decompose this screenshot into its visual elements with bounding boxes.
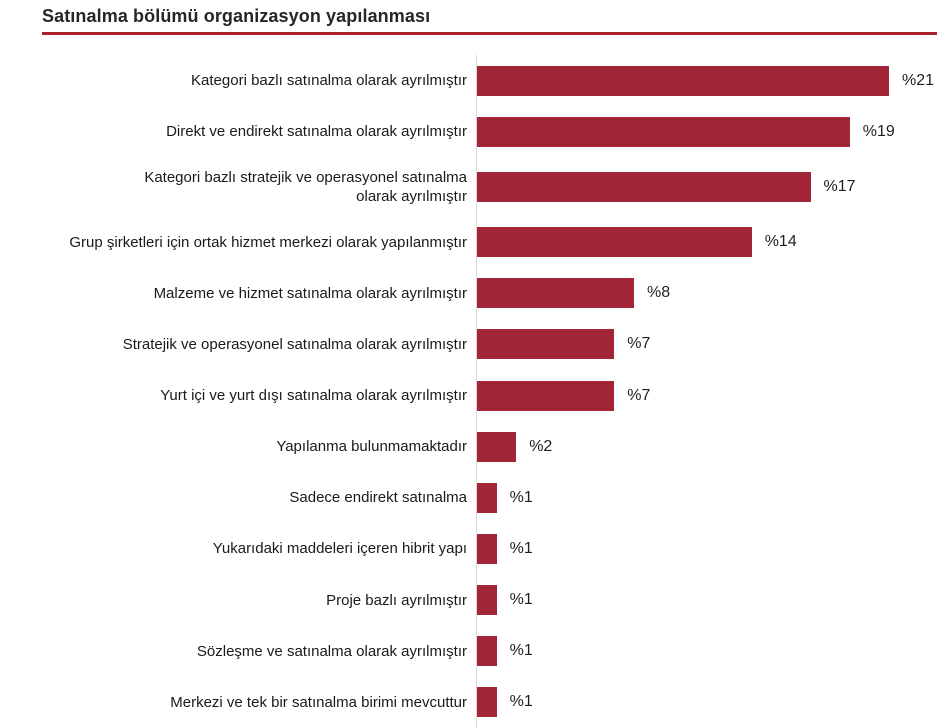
- bar: [477, 329, 615, 360]
- category-label: Yapılanma bulunmamaktadır: [276, 438, 467, 456]
- category-label: Direkt ve endirekt satınalma olarak ayrı…: [166, 123, 467, 141]
- value-label: %2: [529, 437, 553, 455]
- chart-row: Proje bazlı ayrılmıştır %1: [0, 575, 948, 626]
- category-label: Malzeme ve hizmet satınalma olarak ayrıl…: [153, 284, 467, 302]
- category-label: Stratejik ve operasyonel satınalma olara…: [122, 335, 467, 353]
- bar: [477, 533, 497, 564]
- value-label: %1: [509, 488, 533, 506]
- value-label: %7: [627, 335, 651, 353]
- bar-chart: Kategori bazlı satınalma olarak ayrılmış…: [0, 55, 948, 728]
- chart-header: Satınalma bölümü organizasyon yapılanmas…: [0, 0, 948, 35]
- value-label: %8: [647, 284, 671, 302]
- bar: [477, 227, 752, 258]
- page-title: Satınalma bölümü organizasyon yapılanmas…: [42, 6, 431, 26]
- value-label: %19: [862, 122, 895, 140]
- bar: [477, 171, 811, 202]
- bar: [477, 482, 497, 513]
- category-label: Merkezi ve tek bir satınalma birimi mevc…: [170, 693, 467, 711]
- title-underline-rule: [42, 32, 937, 35]
- chart-rows: Kategori bazlı satınalma olarak ayrılmış…: [0, 55, 948, 728]
- chart-row: Merkezi ve tek bir satınalma birimi mevc…: [0, 677, 948, 728]
- bar: [477, 116, 850, 147]
- bar: [477, 65, 889, 96]
- chart-row: Stratejik ve operasyonel satınalma olara…: [0, 319, 948, 370]
- value-label: %21: [902, 71, 935, 89]
- chart-row: Malzeme ve hizmet satınalma olarak ayrıl…: [0, 268, 948, 319]
- chart-row: Sözleşme ve satınalma olarak ayrılmıştır…: [0, 626, 948, 677]
- chart-row: Kategori bazlı stratejik ve operasyonel …: [0, 157, 948, 216]
- bar: [477, 687, 497, 718]
- y-axis-line: [476, 55, 477, 728]
- category-label: Sadece endirekt satınalma: [289, 489, 467, 507]
- value-label: %14: [764, 233, 797, 251]
- bar: [477, 636, 497, 667]
- chart-row: Sadece endirekt satınalma %1: [0, 472, 948, 523]
- value-label: %1: [509, 539, 533, 557]
- category-label: Proje bazlı ayrılmıştır: [326, 591, 467, 609]
- chart-row: Yukarıdaki maddeleri içeren hibrit yapı …: [0, 523, 948, 574]
- value-label: %1: [509, 693, 533, 711]
- value-label: %7: [627, 386, 651, 404]
- bar: [477, 278, 634, 309]
- category-label: Sözleşme ve satınalma olarak ayrılmıştır: [196, 642, 467, 660]
- bar: [477, 380, 615, 411]
- chart-row: Grup şirketleri için ortak hizmet merkez…: [0, 216, 948, 267]
- chart-row: Direkt ve endirekt satınalma olarak ayrı…: [0, 106, 948, 157]
- bar: [477, 431, 517, 462]
- chart-row: Yurt içi ve yurt dışı satınalma olarak a…: [0, 370, 948, 421]
- bar: [477, 585, 497, 616]
- category-label: Kategori bazlı stratejik ve operasyonel …: [144, 168, 467, 205]
- chart-row: Kategori bazlı satınalma olarak ayrılmış…: [0, 55, 948, 106]
- category-label: Yurt içi ve yurt dışı satınalma olarak a…: [160, 387, 467, 405]
- category-label: Kategori bazlı satınalma olarak ayrılmış…: [191, 72, 467, 90]
- value-label: %1: [509, 591, 533, 609]
- category-label: Grup şirketleri için ortak hizmet merkez…: [69, 233, 467, 251]
- chart-row: Yapılanma bulunmamaktadır %2: [0, 421, 948, 472]
- value-label: %17: [823, 177, 856, 195]
- category-label: Yukarıdaki maddeleri içeren hibrit yapı: [212, 540, 467, 558]
- value-label: %1: [509, 642, 533, 660]
